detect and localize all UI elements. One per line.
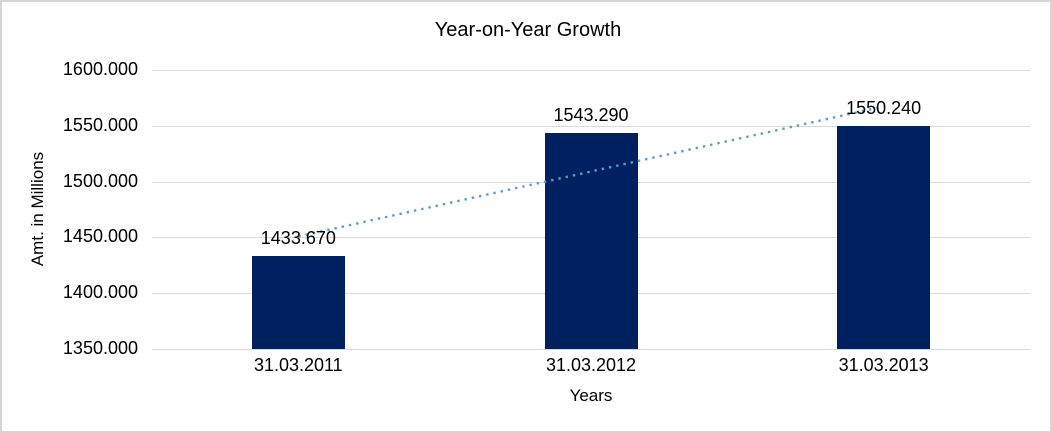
bar [544,133,638,349]
y-axis-tick-label: 1400.000 [62,282,138,302]
x-axis-tick-label: 31.03.2011 [253,355,343,375]
y-axis-title-text: Amt. in Millions [28,151,47,267]
bar [251,255,345,349]
x-axis-tick-label: 31.03.2013 [838,355,929,375]
gridline [152,70,1030,71]
data-label: 1550.240 [846,97,922,118]
x-axis-title: Years [569,386,613,405]
gridline [152,126,1030,127]
chart-title: Year-on-Year Growth [434,19,622,41]
y-axis-tick-label: 1350.000 [62,338,138,358]
y-axis-tick-label: 1450.000 [62,226,138,246]
y-axis-tick-label: 1600.000 [62,59,138,79]
data-label: 1433.670 [260,227,336,248]
x-axis-tick-label: 31.03.2012 [545,355,637,375]
data-label: 1543.290 [553,105,629,126]
plot-area: 1433.670 1543.290 1550.240 [152,70,1030,350]
y-axis-tick-label: 1500.000 [62,171,138,191]
x-axis-line [152,349,1030,350]
y-axis-tick-label: 1550.000 [62,115,138,135]
bar [837,125,931,349]
